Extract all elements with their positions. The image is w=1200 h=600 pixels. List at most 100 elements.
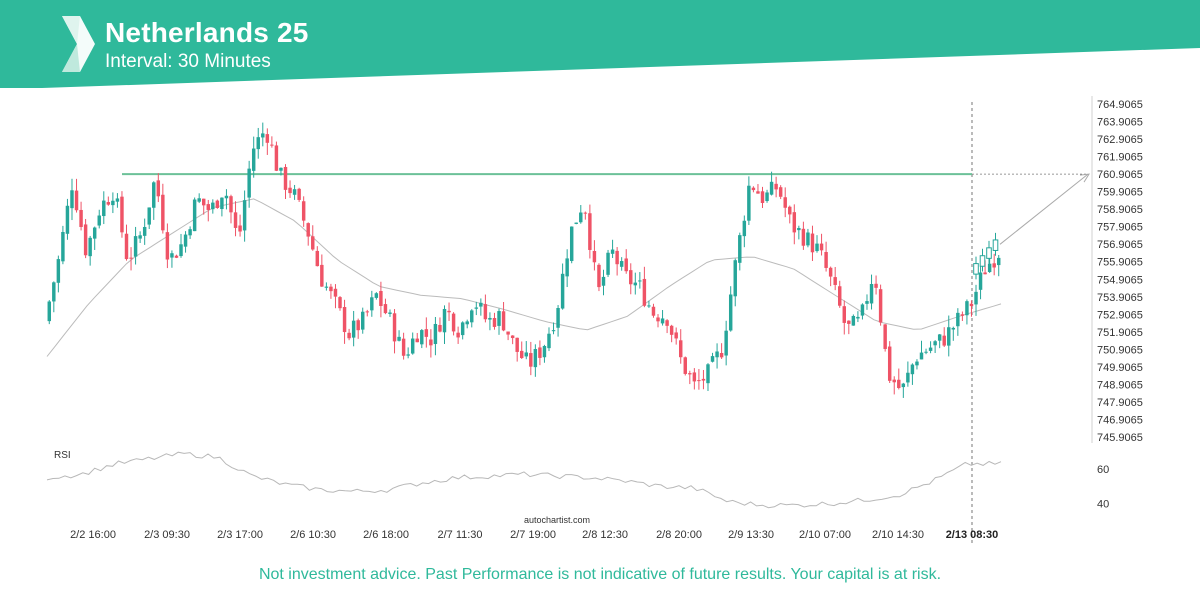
candle (869, 274, 874, 310)
candle (910, 363, 915, 385)
candle (842, 300, 846, 335)
candle (747, 176, 751, 225)
candle (547, 327, 551, 352)
y-tick-label: 762.9065 (1097, 134, 1143, 146)
candle (569, 226, 574, 264)
candle (124, 224, 129, 261)
candle (806, 228, 810, 248)
candle (606, 249, 610, 277)
candle (965, 299, 969, 325)
rsi-label: RSI (54, 450, 71, 461)
candle (238, 214, 242, 237)
candle (329, 283, 333, 299)
candle (351, 310, 356, 347)
candle (342, 299, 347, 344)
y-tick-label: 759.9065 (1097, 187, 1143, 199)
candle (106, 196, 111, 206)
candle (97, 209, 101, 229)
candle (674, 327, 678, 345)
candle (447, 302, 451, 321)
candle (147, 207, 151, 229)
candle (370, 290, 374, 317)
candle (978, 262, 983, 300)
candle (324, 282, 329, 291)
forming-candle (986, 240, 992, 264)
candle (460, 321, 465, 340)
candle (83, 218, 88, 259)
candle (483, 294, 488, 323)
candle (560, 263, 565, 310)
y-tick-label: 757.9065 (1097, 222, 1143, 234)
candle (429, 329, 433, 358)
candle (129, 247, 133, 271)
y-tick-label: 761.9065 (1097, 152, 1143, 164)
y-tick-label: 751.9065 (1097, 327, 1143, 339)
candle (624, 249, 628, 274)
candle (415, 332, 419, 343)
candle (256, 127, 260, 159)
candle (683, 356, 687, 376)
candle (65, 198, 70, 240)
candle (397, 330, 401, 342)
candle (306, 222, 310, 246)
header-banner: Netherlands 25 Interval: 30 Minutes (0, 0, 1200, 88)
candle (247, 160, 251, 208)
candle (788, 205, 792, 224)
candle (897, 368, 901, 390)
candle (224, 189, 229, 210)
candle (420, 328, 424, 349)
candle (801, 221, 806, 250)
candle (697, 368, 701, 390)
candle (165, 223, 170, 269)
page-title: Netherlands 25 (105, 17, 309, 48)
candle (969, 300, 974, 317)
rsi-tick-label: 60 (1097, 464, 1109, 476)
candle (183, 231, 188, 253)
candle (715, 343, 719, 369)
candle (556, 305, 560, 337)
x-axis: 2/2 16:00 2/3 09:30 2/3 17:00 2/6 10:30 2/6 … (70, 529, 998, 541)
candle (710, 352, 715, 363)
candle (347, 328, 351, 341)
candle (242, 190, 247, 242)
interval-subtitle: Interval: 30 Minutes (105, 51, 271, 72)
moving-average-line (46, 198, 1002, 357)
candle (638, 272, 642, 289)
candle (61, 225, 65, 265)
candle (887, 341, 892, 383)
candle (161, 183, 165, 234)
candle (669, 324, 674, 343)
candle (301, 196, 306, 227)
candle (79, 201, 83, 231)
candle (120, 191, 124, 238)
candle (311, 225, 315, 251)
candle (974, 284, 978, 316)
candle (924, 348, 928, 355)
watermark: autochartist.com (524, 515, 590, 525)
y-tick-label: 755.9065 (1097, 257, 1143, 269)
candle (510, 335, 515, 345)
y-tick-label: 752.9065 (1097, 309, 1143, 321)
x-tick-label: 2/7 11:30 (437, 529, 482, 541)
candle (292, 184, 297, 200)
candle (951, 326, 956, 341)
candle (651, 303, 656, 318)
candle (538, 340, 542, 366)
candle (192, 197, 197, 232)
candle (215, 199, 220, 209)
candle (338, 296, 342, 311)
candle (265, 128, 270, 155)
candle (824, 241, 828, 272)
candle (288, 180, 292, 198)
candle (828, 266, 833, 287)
candle (851, 314, 856, 326)
autochartist-logo-icon (62, 16, 95, 72)
candle (856, 311, 860, 323)
candle (660, 310, 665, 326)
candle (783, 187, 787, 218)
candle (883, 324, 887, 352)
x-tick-label: 2/9 13:30 (728, 529, 774, 541)
candle (592, 240, 597, 271)
candle (274, 141, 279, 172)
candle (47, 300, 51, 325)
